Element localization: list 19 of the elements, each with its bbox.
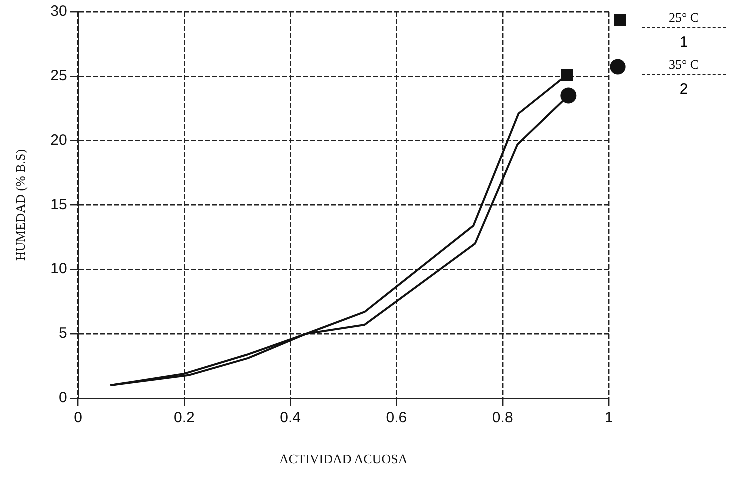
text: 2 <box>678 81 690 98</box>
x-tick-label: 1 <box>604 410 614 427</box>
text: 1 <box>678 34 690 51</box>
x-tick-label: 0 <box>74 410 82 427</box>
x-axis-title: ACTIVIDAD ACUOSA <box>280 452 408 467</box>
text: 35° C <box>642 57 726 75</box>
x-tick-label: 0.2 <box>174 410 195 427</box>
x-tick-label: 0.4 <box>280 410 301 427</box>
y-tick-label: 10 <box>50 260 68 278</box>
y-tick-label: 15 <box>50 196 68 214</box>
y-tick-label: 5 <box>58 325 68 342</box>
y-tick-label: 30 <box>50 3 68 20</box>
x-tick-label: 0.6 <box>386 410 408 427</box>
x-tick-label: 0.8 <box>492 410 514 427</box>
text: 25° C <box>642 10 726 28</box>
y-tick-label: 0 <box>58 390 68 407</box>
y-axis-title: HUMEDAD (% B.S) <box>13 149 28 261</box>
y-tick-label: 20 <box>50 132 68 149</box>
y-tick-label: 25 <box>50 68 68 85</box>
